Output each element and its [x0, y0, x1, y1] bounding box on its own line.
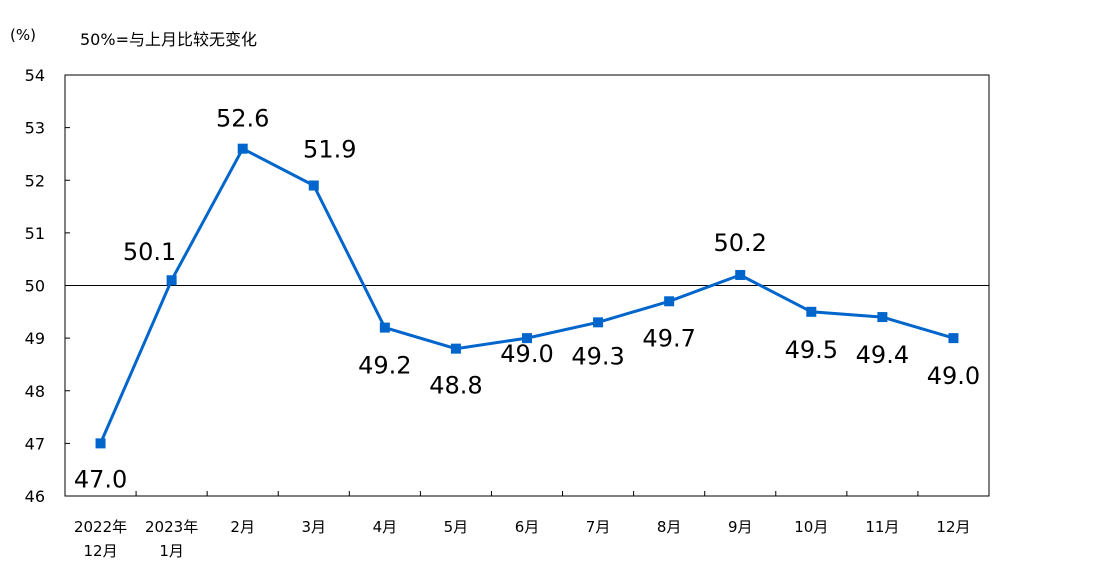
y-tick-label: 46	[25, 487, 45, 506]
data-label: 49.4	[856, 341, 909, 369]
data-label: 51.9	[303, 136, 356, 164]
y-tick-label: 50	[25, 277, 45, 296]
x-tick-label: 5月	[444, 518, 469, 536]
data-point	[95, 438, 106, 449]
data-point	[735, 269, 746, 280]
data-label: 50.2	[714, 229, 767, 257]
x-tick-label: 2月	[230, 518, 255, 536]
data-point	[237, 143, 248, 154]
x-tick-label: 4月	[373, 518, 398, 536]
y-tick-label: 47	[25, 434, 45, 453]
x-tick-label: 2022年	[74, 518, 127, 536]
x-tick-label: 11月	[865, 518, 899, 536]
data-label: 49.0	[927, 362, 980, 390]
data-point	[664, 296, 675, 307]
data-point	[806, 306, 817, 317]
data-label: 49.0	[500, 340, 553, 368]
data-point	[166, 275, 177, 286]
data-point	[522, 333, 532, 344]
data-point	[379, 322, 390, 333]
y-tick-label: 51	[25, 224, 45, 243]
series-line	[99, 146, 954, 444]
y-tick-label: 54	[25, 66, 45, 85]
data-point	[948, 333, 959, 344]
x-tick-label: 6月	[515, 518, 540, 536]
data-label: 47.0	[74, 465, 127, 493]
data-point	[450, 343, 461, 354]
y-tick-label: 53	[25, 119, 45, 138]
x-tick-label: 2023年	[145, 518, 198, 536]
reference-note: 50%=与上月比较无变化	[80, 30, 257, 49]
data-label: 49.3	[571, 342, 624, 370]
y-tick-label: 48	[25, 382, 45, 401]
series-group	[95, 143, 959, 449]
y-tick-label: 52	[25, 171, 45, 190]
x-tick-label: 3月	[301, 518, 326, 536]
data-point	[593, 317, 604, 328]
x-tick-label: 1月	[159, 542, 184, 560]
data-label: 49.7	[642, 324, 695, 352]
data-labels: 47.0 50.1 52.6 51.9 49.2 48.8 49.0 49.3 49.7 50.2…	[74, 105, 980, 494]
data-label: 48.8	[429, 372, 482, 400]
data-label: 49.5	[785, 336, 838, 364]
y-tick-label: 49	[25, 329, 45, 348]
y-axis: 46 47 48 49 50 51 52 53 54	[25, 66, 70, 506]
data-point	[308, 180, 319, 191]
unit-label: (%)	[10, 26, 36, 44]
x-tick-label: 8月	[657, 518, 682, 536]
data-label: 50.1	[123, 238, 176, 266]
data-point	[877, 312, 888, 323]
x-axis: 2022年 12月 2023年 1月 2月 3月 4月 5月 6月 7月 8月 9月 10月 11月 12月	[74, 491, 971, 560]
x-tick-label: 7月	[586, 518, 611, 536]
x-tick-label: 10月	[794, 518, 828, 536]
x-tick-label: 9月	[728, 518, 753, 536]
data-label: 49.2	[358, 352, 411, 380]
x-tick-label: 12月	[83, 542, 117, 560]
x-tick-label: 12月	[936, 518, 970, 536]
data-label: 52.6	[216, 105, 269, 133]
